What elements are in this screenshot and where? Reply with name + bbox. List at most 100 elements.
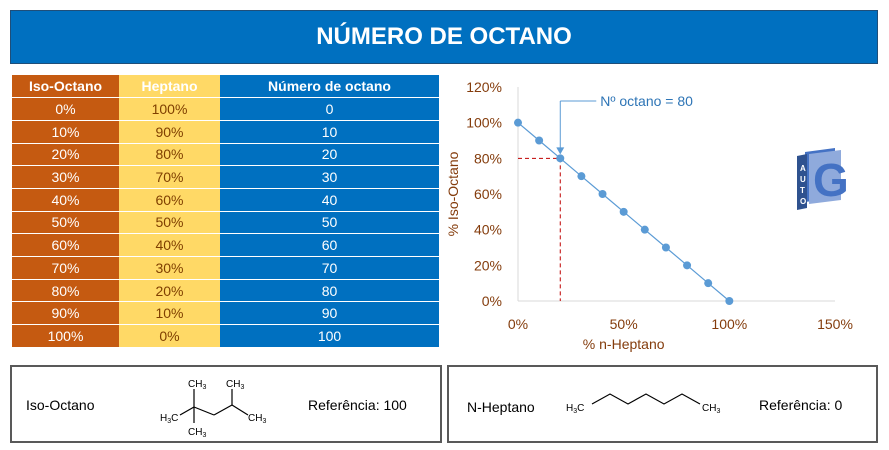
octane-number-cell: 50 (220, 211, 439, 235)
logo-letter-small: T (800, 186, 805, 195)
annotation-label: Nº octano = 80 (600, 93, 693, 109)
x-tick-label: 0% (508, 316, 528, 332)
n-heptane-reference: Referência: 0 (759, 397, 843, 413)
iso-octano-cell: 0% (12, 97, 119, 121)
x-tick-label: 50% (610, 316, 638, 332)
x-tick-label: 150% (817, 316, 853, 332)
logo-letter-small: U (800, 175, 806, 184)
logo-letter-large: G (813, 154, 849, 206)
iso-octano-cell: 30% (12, 165, 119, 189)
heptano-cell: 0% (119, 324, 220, 348)
heptano-cell: 30% (119, 256, 220, 280)
iso-octano-cell: 50% (12, 211, 119, 235)
iso-octano-cell: 10% (12, 120, 119, 144)
table-row: 0% 100% 0 (12, 97, 439, 121)
octane-number-cell: 70 (220, 256, 439, 280)
heptano-cell: 10% (119, 301, 220, 326)
y-tick-label: 0% (482, 293, 502, 309)
octane-number-cell: 30 (220, 165, 439, 189)
column-header-heptano: Heptano (119, 75, 220, 99)
logo-letter-small: O (800, 197, 806, 206)
octane-table: Iso-Octano Heptano Número de octano 0% 10… (12, 75, 439, 348)
octane-number-cell: 80 (220, 279, 439, 303)
octane-number-cell: 0 (220, 97, 439, 121)
svg-text:CH3: CH3 (226, 379, 244, 391)
logo-book-front (809, 150, 841, 204)
table-header-row: Iso-Octano Heptano Número de octano (12, 75, 439, 99)
iso-octano-cell: 60% (12, 233, 119, 257)
table-row: 80% 20% 80 (12, 279, 439, 303)
data-point (725, 297, 734, 305)
table-row: 10% 90% 10 (12, 120, 439, 144)
svg-text:CH3: CH3 (248, 413, 266, 425)
table-row: 20% 80% 20 (12, 143, 439, 167)
heptano-cell: 50% (119, 211, 220, 235)
x-tick-label: 100% (711, 316, 747, 332)
iso-octano-cell: 20% (12, 143, 119, 167)
svg-text:CH3: CH3 (188, 379, 206, 391)
y-tick-label: 40% (474, 222, 502, 238)
octane-number-cell: 40 (220, 188, 439, 212)
svg-text:CH3: CH3 (188, 427, 206, 439)
octane-number-cell: 60 (220, 233, 439, 257)
y-tick-label: 20% (474, 257, 502, 273)
octane-number-cell: 10 (220, 120, 439, 144)
data-point (704, 279, 713, 288)
svg-text:CH3: CH3 (702, 403, 720, 415)
table-row: 60% 40% 60 (12, 233, 439, 257)
x-axis-label: % n-Heptano (583, 336, 665, 352)
iso-octane-box: Iso-Octano CH3 CH3 H3C CH3 CH3 Referênci… (10, 365, 442, 443)
data-point (514, 118, 522, 127)
data-point (556, 154, 565, 163)
y-tick-label: 80% (474, 150, 502, 166)
heptano-cell: 80% (119, 143, 220, 167)
heptano-cell: 70% (119, 165, 220, 189)
data-point (535, 136, 544, 145)
data-point (598, 190, 607, 198)
page-title: NÚMERO DE OCTANO (10, 10, 878, 64)
octane-number-cell: 90 (220, 301, 439, 326)
table-body: 0% 100% 0 10% 90% 10 20% 80% 20 30% 70% 30 40% 60% 40 5… (12, 97, 439, 348)
table-row: 50% 50% 50 (12, 211, 439, 235)
table-row: 90% 10% 90 (12, 301, 439, 326)
y-tick-label: 60% (474, 186, 502, 202)
column-header-octane-number: Número de octano (220, 75, 439, 99)
table-row: 100% 0% 100 (12, 324, 439, 348)
octane-number-cell: 20 (220, 143, 439, 167)
table-row: 30% 70% 30 (12, 165, 439, 189)
iso-octane-structure-icon: CH3 CH3 H3C CH3 CH3 (160, 379, 266, 439)
heptano-cell: 90% (119, 120, 220, 144)
data-point (640, 225, 649, 234)
table-row: 70% 30% 70 (12, 256, 439, 280)
annotation-arrowhead-icon (556, 147, 565, 155)
iso-octano-cell: 40% (12, 188, 119, 212)
n-heptane-box: N-Heptano H3C CH3 Referência: 0 (447, 365, 878, 443)
data-point (683, 261, 692, 270)
svg-text:H3C: H3C (566, 403, 584, 415)
heptano-cell: 60% (119, 188, 220, 212)
iso-octano-cell: 70% (12, 256, 119, 280)
column-header-iso-octano: Iso-Octano (12, 75, 119, 99)
heptano-cell: 20% (119, 279, 220, 303)
y-axis-label: % Iso-Octano (445, 151, 461, 236)
iso-octane-reference: Referência: 100 (308, 397, 407, 413)
data-point (619, 207, 628, 216)
data-point (661, 243, 670, 252)
iso-octano-cell: 100% (12, 324, 119, 348)
y-tick-label: 100% (466, 115, 502, 131)
svg-text:H3C: H3C (160, 413, 178, 425)
table-row: 40% 60% 40 (12, 188, 439, 212)
iso-octane-name: Iso-Octano (26, 397, 95, 413)
n-heptane-name: N-Heptano (467, 399, 535, 415)
octane-number-cell: 100 (220, 324, 439, 348)
logo-letter-small: A (800, 164, 806, 173)
logo-book-spine (797, 154, 807, 210)
iso-octano-cell: 90% (12, 301, 119, 326)
n-heptane-structure-icon: H3C CH3 (566, 393, 720, 415)
octane-scatter-plot: 0% 20% 40% 60% 80% 100% 120% 0% 50% 100% 150% % n-H… (445, 79, 853, 352)
octane-chart: 0% 20% 40% 60% 80% 100% 120% 0% 50% 100% 150% % n-H… (440, 70, 880, 360)
heptano-cell: 40% (119, 233, 220, 257)
iso-octano-cell: 80% (12, 279, 119, 303)
heptano-cell: 100% (119, 97, 220, 121)
